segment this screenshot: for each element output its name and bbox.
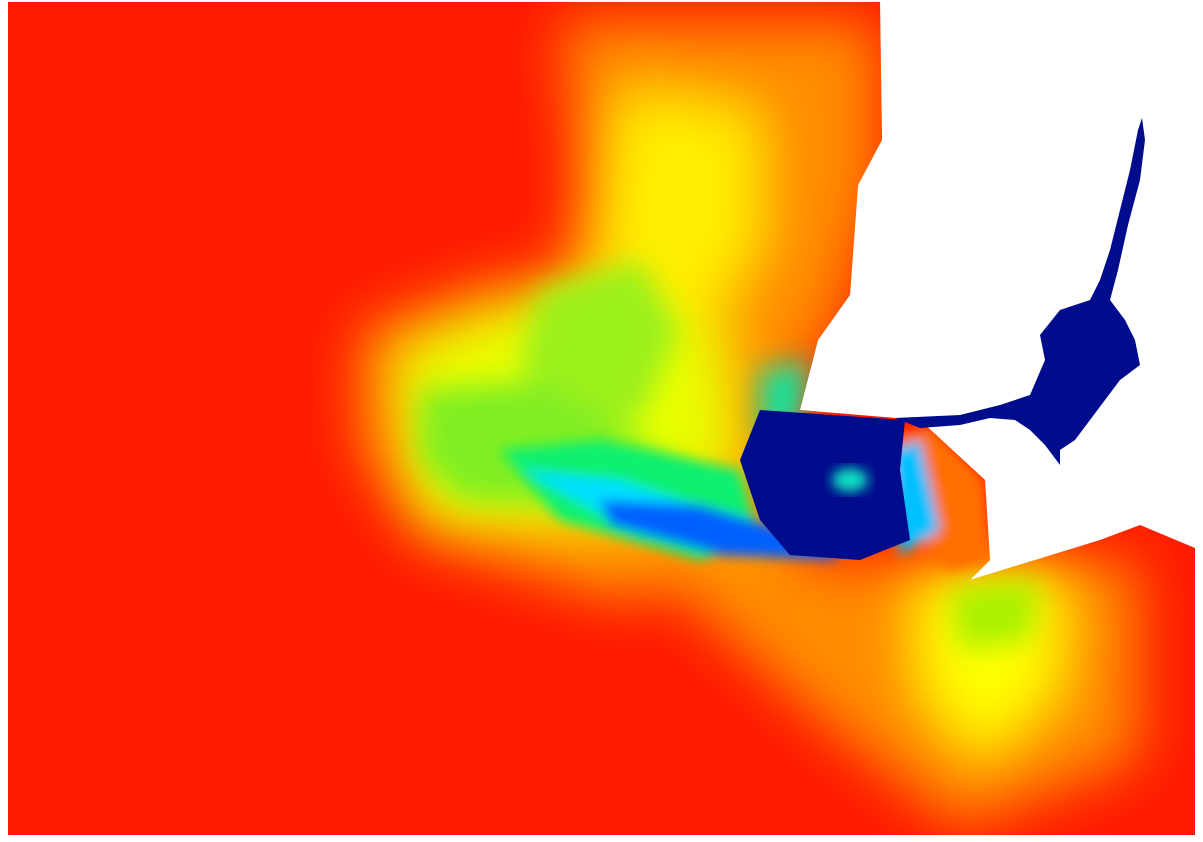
river (895, 118, 1145, 465)
field-map (0, 0, 1203, 842)
estuary-patch (832, 468, 868, 492)
green-plume (950, 580, 1040, 650)
page: {} html, body { margin: 0; padding: 0; b… (0, 0, 1203, 842)
page-body: (() => { const data = JSON.parse(documen… (0, 0, 1203, 842)
